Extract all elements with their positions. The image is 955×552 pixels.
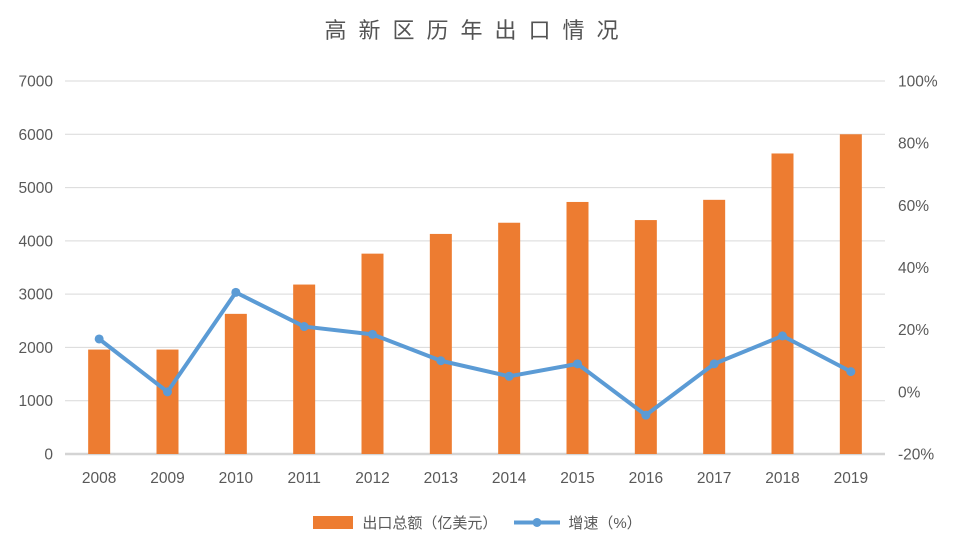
growth-point bbox=[436, 356, 446, 366]
growth-point bbox=[573, 359, 582, 369]
x-axis-category-label: 2016 bbox=[629, 470, 663, 487]
export-total-bar bbox=[156, 349, 179, 454]
y-axis-left-tick-label: 6000 bbox=[19, 127, 54, 144]
y-axis-left-tick-label: 1000 bbox=[19, 393, 54, 410]
growth-line bbox=[97, 290, 853, 418]
export-total-bar bbox=[498, 222, 521, 454]
export-total-bar bbox=[703, 199, 726, 454]
x-axis-category-label: 2011 bbox=[287, 470, 320, 487]
y-axis-right-tick-label: 40% bbox=[898, 260, 929, 277]
growth-point bbox=[299, 322, 309, 332]
legend-line-marker-icon bbox=[514, 518, 561, 527]
growth-point bbox=[641, 410, 651, 420]
x-axis-category-label: 2008 bbox=[82, 470, 116, 487]
x-axis-category-label: 2014 bbox=[492, 470, 527, 487]
export-total-bar bbox=[429, 233, 452, 454]
y-axis-left-tick-label: 5000 bbox=[19, 180, 54, 197]
export-total-bar bbox=[224, 313, 247, 454]
x-axis-category-label: 2019 bbox=[834, 470, 868, 487]
y-axis-left-tick-label: 7000 bbox=[19, 74, 54, 91]
growth-point bbox=[94, 334, 104, 344]
x-axis-category-label: 2009 bbox=[150, 470, 184, 487]
y-axis-left-tick-label: 2000 bbox=[19, 340, 54, 357]
legend-bar-label: 出口总额（亿美元） bbox=[362, 515, 498, 532]
y-axis-left-tick-label: 3000 bbox=[19, 287, 54, 304]
export-total-bar bbox=[361, 253, 384, 454]
x-axis-category-label: 2015 bbox=[560, 470, 594, 487]
x-axis-category-label: 2017 bbox=[697, 470, 731, 487]
legend: 出口总额（亿美元） 增速（%） bbox=[0, 512, 955, 533]
y-axis-left-tick-label: 0 bbox=[44, 447, 53, 464]
growth-point bbox=[504, 371, 514, 381]
x-axis-category-label: 2012 bbox=[355, 470, 389, 487]
export-total-bar bbox=[566, 201, 589, 454]
growth-point bbox=[709, 359, 719, 369]
y-axis-right-tick-label: 0% bbox=[898, 384, 921, 401]
export-total-bar bbox=[771, 153, 794, 454]
growth-point bbox=[846, 367, 856, 377]
export-total-bar bbox=[293, 284, 316, 454]
export-total-bar bbox=[88, 349, 111, 454]
y-axis-left-tick-label: 4000 bbox=[19, 233, 54, 250]
growth-point bbox=[368, 329, 377, 339]
growth-point bbox=[163, 387, 172, 397]
growth-point bbox=[778, 331, 787, 341]
legend-bar-swatch-icon bbox=[313, 516, 354, 529]
y-axis-right-tick-label: 20% bbox=[898, 322, 929, 339]
export-total-bar bbox=[839, 134, 862, 455]
x-axis-category-label: 2010 bbox=[219, 470, 254, 487]
legend-line-label: 增速（%） bbox=[568, 515, 642, 532]
chart-title: 高新区历年出口情况 bbox=[324, 19, 631, 44]
y-axis-right-tick-label: 80% bbox=[898, 136, 929, 153]
x-axis-category-label: 2018 bbox=[765, 470, 799, 487]
export-total-bar bbox=[634, 220, 657, 454]
x-axis-category-label: 2013 bbox=[424, 470, 458, 487]
y-axis-right-tick-label: 100% bbox=[898, 74, 938, 91]
y-axis-right-tick-label: -20% bbox=[898, 447, 934, 464]
y-axis-right-tick-label: 60% bbox=[898, 198, 929, 215]
growth-point bbox=[231, 287, 241, 297]
